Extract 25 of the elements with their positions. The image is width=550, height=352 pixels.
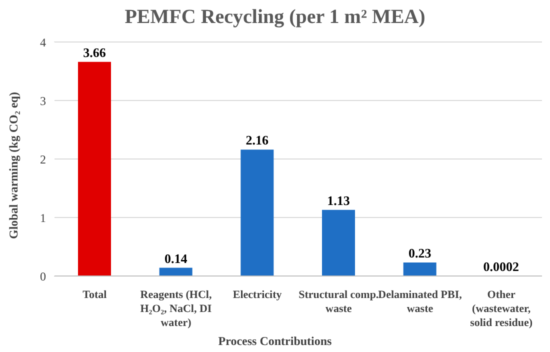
x-tick-label: Delaminated PBI, waste (378, 289, 462, 315)
bar (78, 62, 111, 276)
y-tick-label: 0 (40, 269, 46, 284)
y-tick-label: 1 (40, 210, 46, 225)
data-label: 0.0002 (483, 258, 520, 274)
bar (322, 210, 355, 276)
bar (240, 150, 274, 276)
data-label: 0.23 (408, 246, 432, 261)
bar (403, 262, 436, 276)
x-tick-label: Other (wastewater, solid residue) (470, 289, 533, 329)
x-tick-label: Total (82, 289, 107, 301)
bar (159, 268, 192, 276)
chart-title: PEMFC Recycling (per 1 m² MEA) (124, 5, 426, 30)
x-tick-label: Structural comp. waste (298, 289, 379, 315)
data-label: 0.14 (164, 250, 188, 266)
data-label: 2.16 (246, 132, 270, 148)
data-label: 1.13 (327, 192, 350, 208)
x-tick-label: Electricity (232, 289, 282, 301)
x-tick-label: Reagents (HCl, H₂O₂, NaCl, DI water) (140, 289, 212, 329)
y-tick-label: 2 (40, 152, 46, 166)
data-label: 3.66 (83, 44, 106, 60)
y-axis-title: Global warming (kg CO₂ eq) (6, 92, 20, 239)
x-axis-title: Process Contributions (217, 334, 333, 349)
y-tick-label: 4 (40, 35, 46, 50)
y-tick-label: 3 (40, 94, 46, 108)
